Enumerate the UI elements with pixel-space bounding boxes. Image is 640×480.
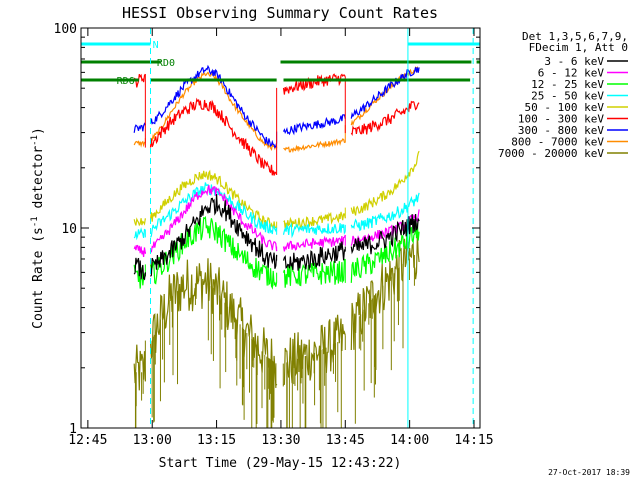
series-line-segment <box>282 258 346 288</box>
series-line-segment <box>133 217 146 227</box>
series-line-segment <box>150 185 278 253</box>
series-line-segment <box>149 64 278 149</box>
x-tick-label: 13:15 <box>197 433 236 448</box>
chart-title: HESSI Observing Summary Count Rates <box>122 4 438 22</box>
legend-label: 50 - 100 keV <box>525 101 605 114</box>
series-line-segment <box>283 211 346 230</box>
series-line-segment <box>133 73 146 88</box>
flag-bar-label: RD0 <box>157 58 175 69</box>
series-line-segment <box>133 257 146 281</box>
series-7000-20000-kev <box>133 233 420 428</box>
series-line-segment <box>283 138 346 154</box>
x-tick-label: 13:30 <box>261 433 300 448</box>
x-tick-label: 13:45 <box>326 433 365 448</box>
y-axis-label-main: Count Rate (s <box>31 227 46 329</box>
series-line-segment <box>149 215 278 290</box>
legend-label: 3 - 6 keV <box>544 55 604 68</box>
x-tick-label: 13:00 <box>133 433 172 448</box>
x-axis-label: Start Time (29-May-15 12:43:22) <box>159 456 402 471</box>
series-line-segment <box>282 114 346 136</box>
flag-bar-rd0: RD0 <box>81 58 480 69</box>
legend-header-line-2: FDecim 1, Att 0 <box>529 41 628 54</box>
legend-label: 7000 - 20000 keV <box>498 147 604 160</box>
x-tick-label: 12:45 <box>68 433 107 448</box>
series-line-segment <box>149 258 278 389</box>
y-tick-label: 1 <box>69 422 77 437</box>
legend-label: 12 - 25 keV <box>531 78 604 91</box>
y-tick-label: 10 <box>61 222 77 237</box>
series-line-segment <box>133 122 146 133</box>
y-axis-label-exp1: -1 <box>30 216 40 227</box>
flag-bar-rd6: RD6 <box>81 76 471 87</box>
legend-label: 100 - 300 keV <box>518 113 604 126</box>
legend-label: 300 - 800 keV <box>518 124 604 137</box>
y-axis-label-mid: detector <box>31 146 46 217</box>
x-tick-label: 14:15 <box>454 433 493 448</box>
legend-label: 25 - 50 keV <box>531 90 604 103</box>
series-line-segment <box>282 222 346 239</box>
flag-bar-n: N <box>81 40 480 51</box>
y-axis-label: Count Rate (s-1 detector-1) <box>30 127 46 329</box>
series-line-segment <box>282 234 346 252</box>
legend-label: 800 - 7000 keV <box>511 136 604 149</box>
series-line-segment <box>150 194 278 277</box>
legend-label: 6 - 12 keV <box>538 67 605 80</box>
footer-date: 27-Oct-2017 18:39 <box>548 468 630 477</box>
flag-bar-label: RD6 <box>117 76 135 87</box>
y-axis-label-exp2: -1 <box>30 135 40 146</box>
y-axis-label-end: ) <box>31 127 46 135</box>
x-tick-label: 14:00 <box>390 433 429 448</box>
legend: Det 1,3,5,6,7,9, FDecim 1, Att 0 3 - 6 k… <box>498 30 628 160</box>
legend-header-line-1: Det 1,3,5,6,7,9, <box>522 30 628 43</box>
series-line-segment <box>133 264 146 289</box>
series-line-segment <box>133 227 146 241</box>
series-line-segment <box>133 244 146 257</box>
series-line-segment <box>282 241 346 271</box>
series-line-segment <box>133 140 146 148</box>
data-layer <box>133 64 420 428</box>
y-tick-label: 100 <box>54 22 77 37</box>
axes: 12:45 13:00 13:15 13:30 13:45 14:00 14:15 1 10 10… <box>54 22 494 448</box>
series-line-segment <box>149 97 278 176</box>
series-line-segment <box>149 169 278 229</box>
flag-bar-label: N <box>153 40 159 51</box>
